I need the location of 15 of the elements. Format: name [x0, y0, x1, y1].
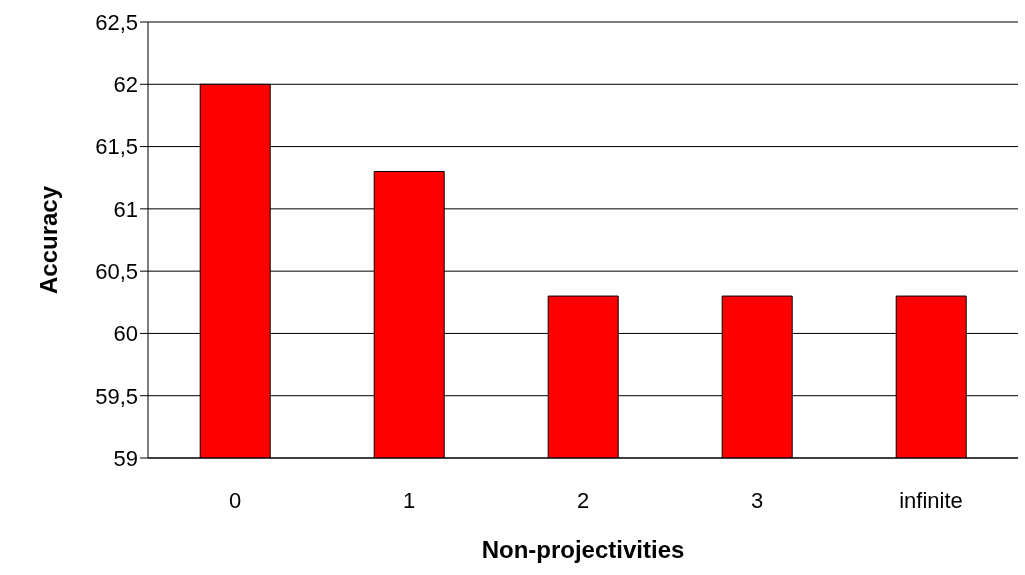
x-tick-label: 3	[750, 487, 764, 513]
x-axis-title: Non-projectivities	[481, 536, 685, 563]
y-axis-title: Accuracy	[34, 185, 62, 295]
y-tick-label: 62,5	[95, 9, 138, 35]
x-tick-label: 0	[228, 487, 242, 513]
y-tick-label: 61,5	[95, 134, 138, 160]
y-tick-label: 59	[113, 445, 138, 471]
y-tick-label: 60	[113, 321, 138, 347]
y-tick-label: 62	[113, 72, 138, 98]
y-tick-label: 61	[113, 196, 138, 222]
x-tick-label: 2	[576, 487, 590, 513]
y-tick-label: 60,5	[95, 258, 138, 284]
y-tick-label: 59,5	[95, 383, 138, 409]
x-tick-label: infinite	[899, 487, 963, 513]
x-tick-label: 1	[402, 487, 416, 513]
